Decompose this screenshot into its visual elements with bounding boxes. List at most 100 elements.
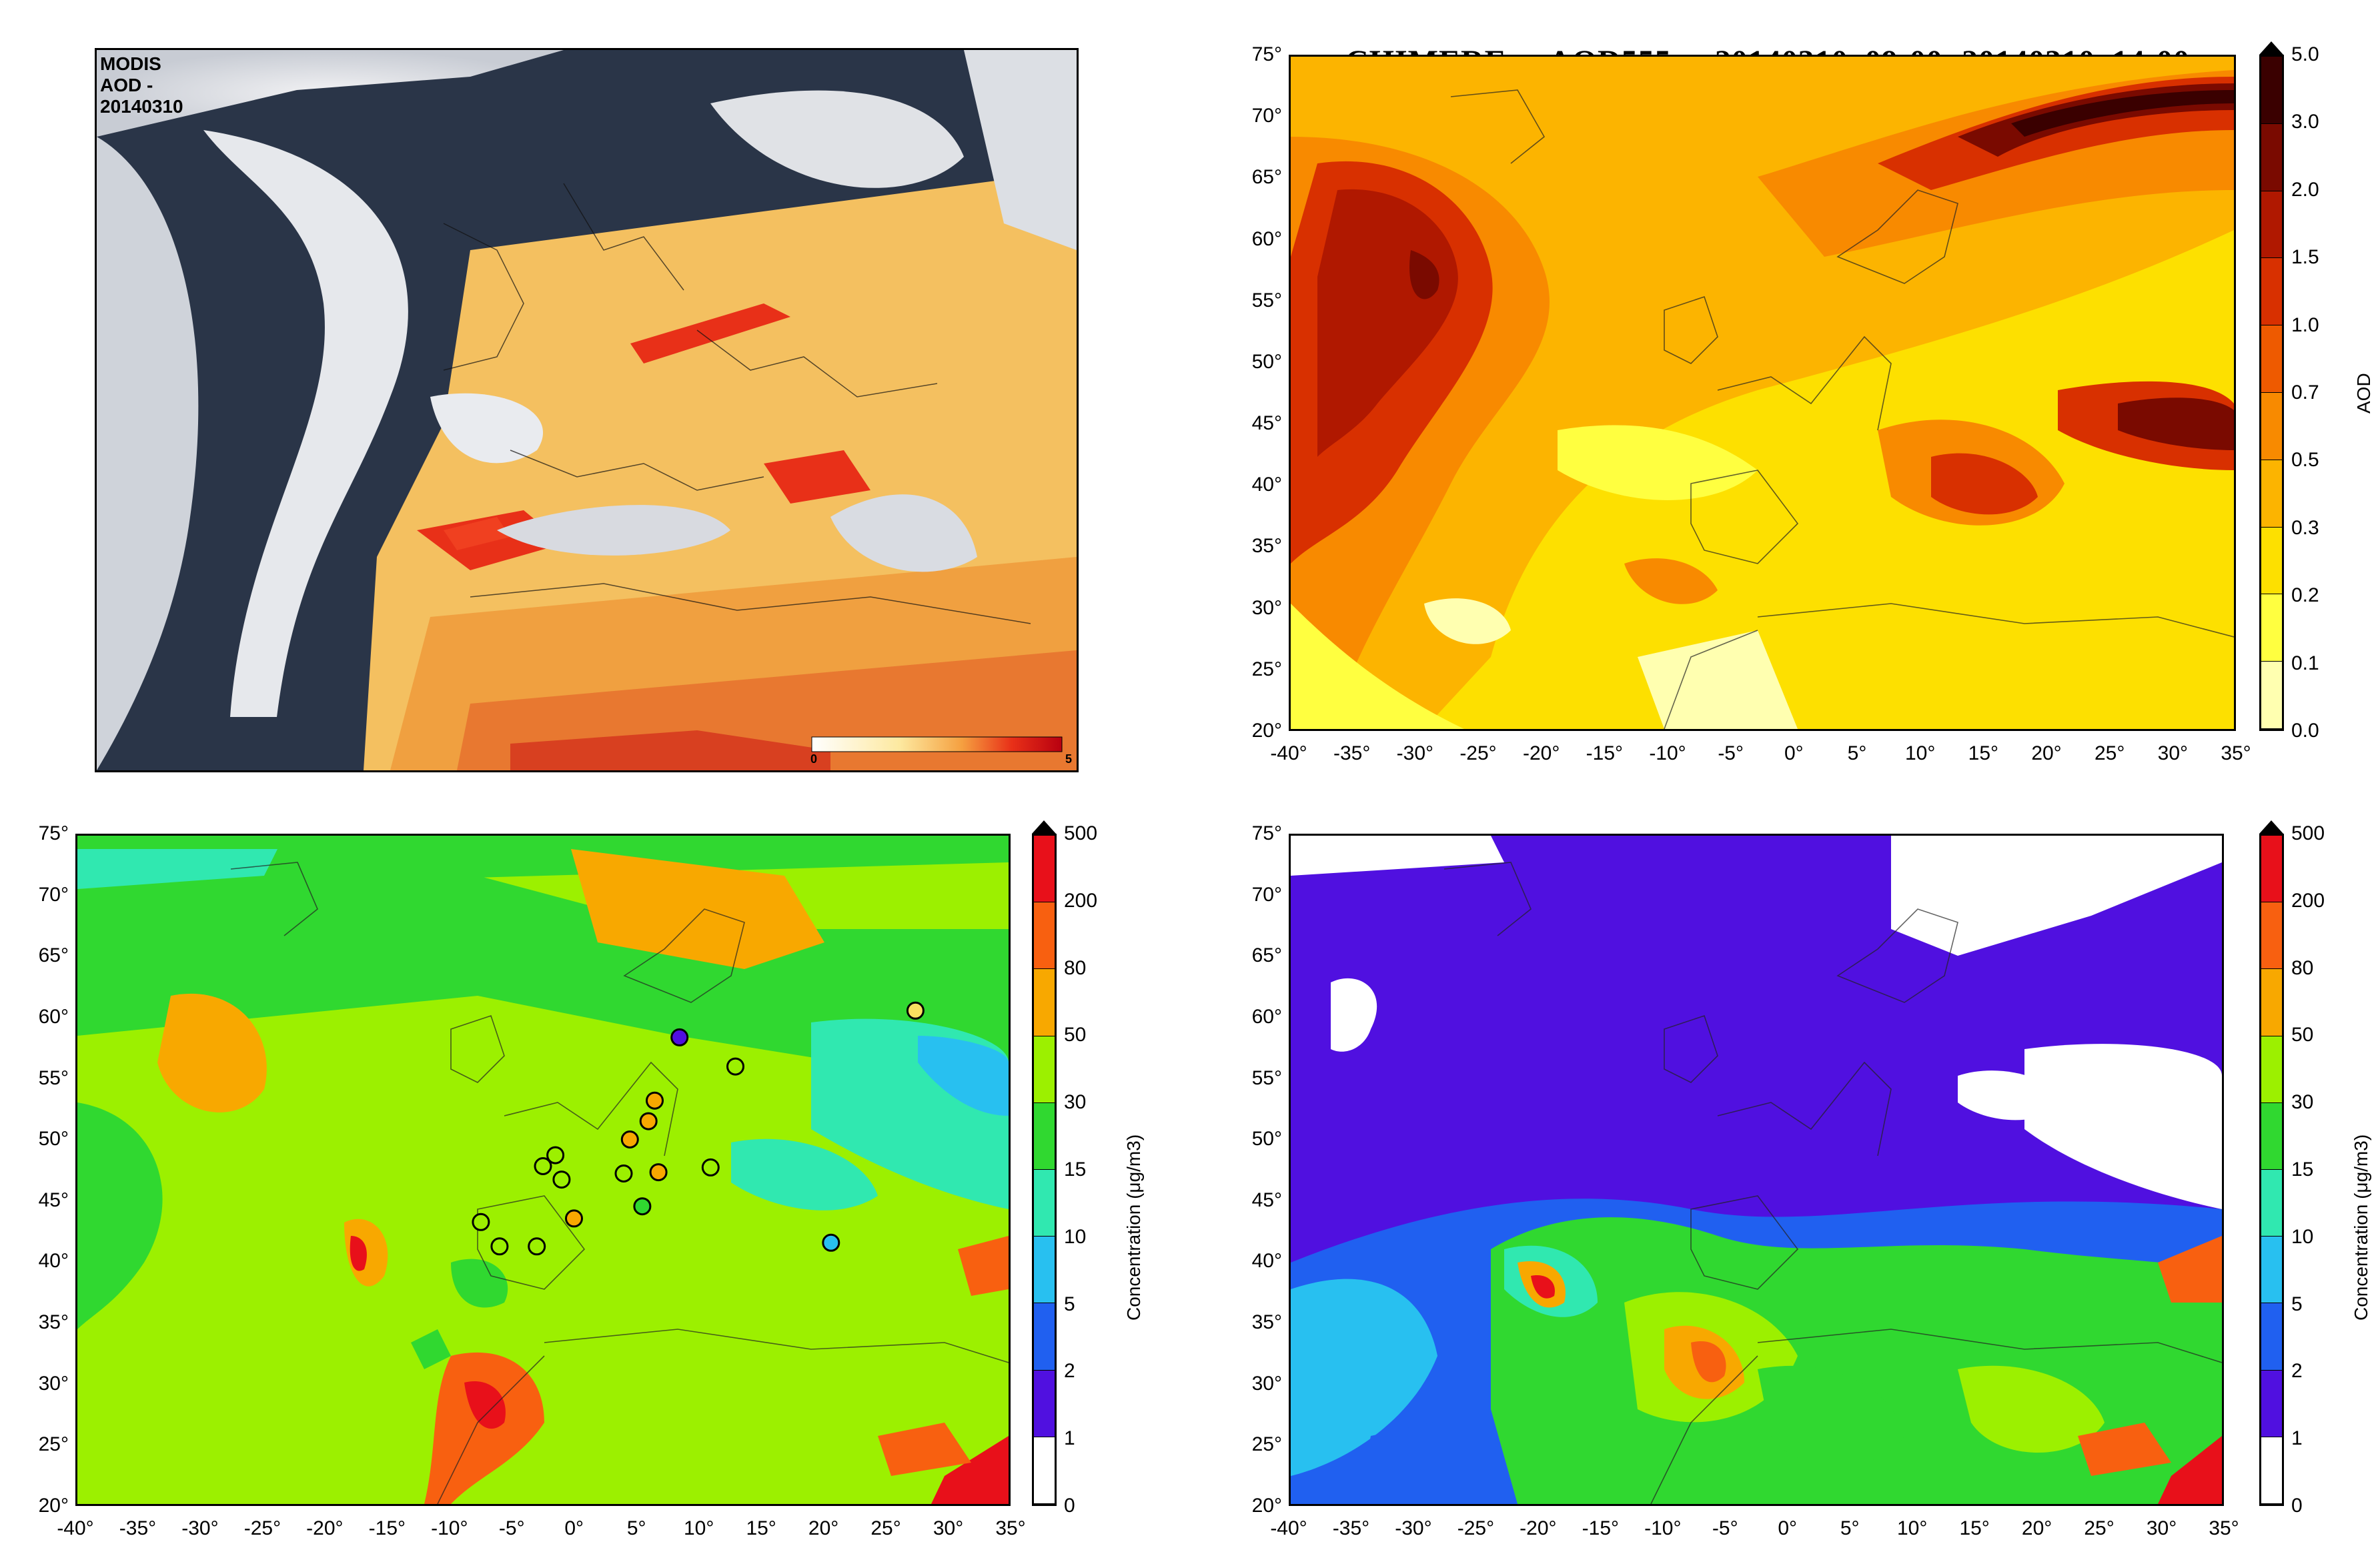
pm10-station-marker — [726, 1057, 744, 1076]
dust-colorbar-label: 15 — [2291, 1158, 2314, 1181]
aod-colorbar-segment — [2261, 527, 2282, 595]
aod-lat-tick-label: 45° — [1251, 412, 1282, 435]
pm10-station-marker — [490, 1237, 509, 1256]
pm10-lat-tick-label: 20° — [38, 1495, 69, 1517]
aod-lon-tick-label: 0° — [1784, 742, 1804, 764]
aod-colorbar-label: 1.0 — [2291, 313, 2319, 336]
pm10-station-marker — [472, 1213, 490, 1231]
dust-lon-tick-label: 5° — [1840, 1517, 1860, 1539]
pm10-lon-tick-label: 25° — [870, 1517, 901, 1539]
pm10-colorbar-segment — [1034, 1370, 1055, 1437]
aod-colorbar-segment — [2261, 392, 2282, 460]
dust-colorbar-label: 2 — [2291, 1360, 2303, 1383]
dust-lon-tick-label: -5° — [1712, 1517, 1738, 1539]
pm10-lat-tick-label: 50° — [38, 1128, 69, 1150]
pm10-lon-tick-label: -40° — [57, 1517, 94, 1539]
pm10-station-marker — [528, 1237, 546, 1256]
modis-scale-max: 5 — [1065, 752, 1073, 766]
dust-lon-tick-label: -40° — [1270, 1517, 1307, 1539]
aod-lon-tick-label: -40° — [1270, 742, 1307, 764]
dust-colorbar — [2259, 834, 2284, 1506]
aod-lat-tick-label: 40° — [1251, 474, 1282, 496]
pm10-colorbar-segment — [1034, 1437, 1055, 1505]
dust-lat-tick-label: 20° — [1251, 1495, 1282, 1517]
pm10-lat-tick-label: 25° — [38, 1433, 69, 1456]
aod-colorbar-label: 0.7 — [2291, 381, 2319, 404]
dust-colorbar-segments — [2261, 836, 2282, 1505]
pm10-lat-tick-label: 35° — [38, 1311, 69, 1334]
aod-lon-tick-label: -35° — [1333, 742, 1371, 764]
aod-lat-tick-label: 25° — [1251, 658, 1282, 680]
aod-lon-tick-label: 20° — [2031, 742, 2062, 764]
pm10-lon-tick-label: 30° — [933, 1517, 964, 1539]
aod-lat-tick-label: 65° — [1251, 166, 1282, 189]
aod-colorbar-label: 0.2 — [2291, 584, 2319, 607]
pm10-colorbar-label: 0 — [1064, 1495, 1075, 1517]
aod-colorbar-segment — [2261, 191, 2282, 259]
pm10-station-marker — [701, 1158, 720, 1177]
dust-lon-tick-label: 25° — [2084, 1517, 2115, 1539]
aod-lon-tick-label: 35° — [2221, 742, 2251, 764]
dust-lon-tick-label: -35° — [1332, 1517, 1370, 1539]
pm10-station-marker — [822, 1233, 840, 1252]
aod-colorbar-segment — [2261, 460, 2282, 528]
aod-colorbar-label: 0.0 — [2291, 720, 2319, 742]
pm10-lon-tick-label: 0° — [564, 1517, 584, 1539]
modis-satellite-image — [95, 48, 1079, 772]
dust-colorbar-title: Concentration (μg/m3) — [2351, 1134, 2371, 1321]
aod-lat-tick-label: 35° — [1251, 535, 1282, 558]
pm10-colorbar-label: 15 — [1064, 1158, 1087, 1181]
pm10-lat-tick-label: 70° — [38, 883, 69, 906]
dust-colorbar-segment — [2261, 902, 2282, 970]
dust-colorbar-label: 200 — [2291, 889, 2325, 912]
dust-map — [1289, 834, 2224, 1506]
dust-lat-tick-label: 75° — [1251, 822, 1282, 844]
pm10-colorbar-segment — [1034, 1237, 1055, 1304]
pm10-lat-tick-label: 60° — [38, 1005, 69, 1028]
aod-colorbar-label: 5.0 — [2291, 43, 2319, 65]
pm10-lat-tick-label: 55° — [38, 1066, 69, 1089]
aod-colorbar-title: AOD — [2353, 373, 2374, 414]
dust-lat-tick-label: 70° — [1251, 883, 1282, 906]
modis-scale-min: 0 — [810, 752, 818, 766]
pm10-colorbar-label: 2 — [1064, 1360, 1075, 1383]
aod-colorbar — [2259, 55, 2284, 731]
dust-colorbar-label: 30 — [2291, 1091, 2314, 1114]
pm10-lat-tick-label: 65° — [38, 944, 69, 967]
aod-lat-tick-label: 60° — [1251, 227, 1282, 250]
dust-lat-tick-label: 55° — [1251, 1066, 1282, 1089]
pm10-colorbar-segment — [1034, 836, 1055, 903]
aod-colorbar-segment — [2261, 258, 2282, 326]
pm10-colorbar-segments — [1034, 836, 1055, 1505]
pm10-colorbar-segment — [1034, 1170, 1055, 1237]
pm10-colorbar — [1032, 834, 1057, 1506]
dust-colorbar-segment — [2261, 1437, 2282, 1505]
dust-colorbar-segment — [2261, 1036, 2282, 1103]
pm10-lon-tick-label: -5° — [498, 1517, 525, 1539]
pm10-lon-tick-label: -25° — [243, 1517, 281, 1539]
pm10-lon-tick-label: 20° — [808, 1517, 839, 1539]
pm10-colorbar-title: Concentration (μg/m3) — [1123, 1134, 1144, 1321]
pm10-colorbar-label: 10 — [1064, 1225, 1087, 1248]
aod-map — [1289, 55, 2236, 731]
aod-lon-tick-label: -25° — [1459, 742, 1497, 764]
pm10-lon-tick-label: 35° — [995, 1517, 1026, 1539]
pm10-station-marker — [552, 1170, 571, 1189]
pm10-colorbar-label: 200 — [1064, 889, 1098, 912]
aod-lon-tick-label: 10° — [1904, 742, 1936, 764]
aod-colorbar-segment — [2261, 662, 2282, 729]
dust-lat-tick-label: 60° — [1251, 1005, 1282, 1028]
aod-lon-tick-label: -10° — [1649, 742, 1686, 764]
pm10-colorbar-arrow — [1032, 820, 1056, 834]
aod-lon-tick-label: -15° — [1586, 742, 1623, 764]
aod-lon-tick-label: 30° — [2157, 742, 2189, 764]
pm10-station-marker — [614, 1164, 633, 1183]
dust-colorbar-segment — [2261, 1237, 2282, 1304]
aod-colorbar-label: 1.5 — [2291, 246, 2319, 269]
dust-colorbar-label: 1 — [2291, 1427, 2303, 1450]
pm10-colorbar-label: 80 — [1064, 956, 1087, 979]
pm10-lon-tick-label: 5° — [626, 1517, 646, 1539]
aod-lat-tick-label: 30° — [1251, 596, 1282, 619]
pm10-station-marker — [546, 1146, 565, 1164]
aod-lon-tick-label: 5° — [1847, 742, 1867, 764]
